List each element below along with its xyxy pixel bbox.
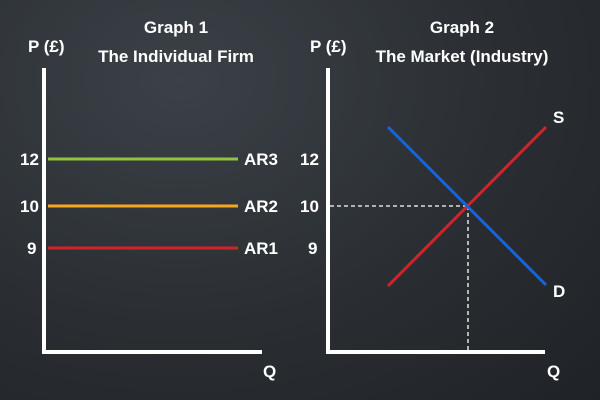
- graph2-label-d: D: [553, 282, 565, 301]
- graph1: Graph 1 The Individual Firm P (£) AR3 AR…: [20, 18, 278, 381]
- graph2-label-s: S: [553, 108, 564, 127]
- graph1-tick-10: 10: [20, 197, 39, 216]
- graph1-label-ar2: AR2: [244, 197, 278, 216]
- graph2-tick-10: 10: [300, 197, 319, 216]
- graph2-title: Graph 2: [430, 18, 494, 37]
- graph1-axes: [42, 68, 262, 354]
- graph1-label-ar3: AR3: [244, 150, 278, 169]
- graph2-tick-9: 9: [308, 239, 317, 258]
- graph2-demand-curve: [386, 125, 548, 287]
- graph1-label-ar1: AR1: [244, 239, 278, 258]
- graph2-subtitle: The Market (Industry): [376, 47, 549, 66]
- graph2-x-axis-label: Q: [547, 362, 560, 381]
- graph2-y-axis-label: P (£): [310, 37, 347, 56]
- graph1-x-axis-label: Q: [263, 362, 276, 381]
- graph2: Graph 2 The Market (Industry) P (£) S D …: [300, 18, 565, 381]
- graph1-tick-12: 12: [20, 150, 39, 169]
- graph2-tick-12: 12: [300, 150, 319, 169]
- graph1-y-axis-label: P (£): [28, 37, 65, 56]
- graph1-subtitle: The Individual Firm: [98, 47, 254, 66]
- graph1-tick-9: 9: [27, 239, 36, 258]
- graph1-title: Graph 1: [144, 18, 208, 37]
- graph1-horizontal-lines: [48, 157, 238, 250]
- graph2-axes: [326, 68, 545, 354]
